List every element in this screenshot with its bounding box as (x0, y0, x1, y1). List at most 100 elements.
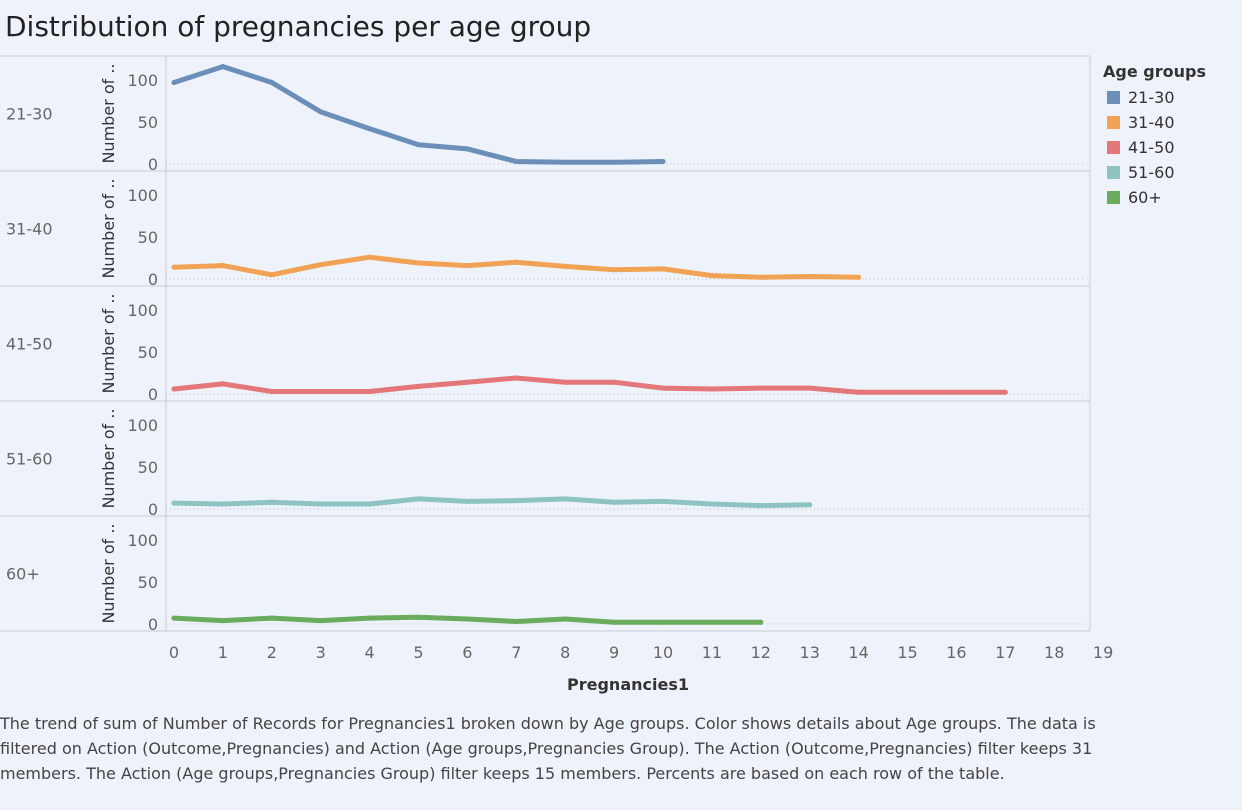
data-point[interactable] (464, 263, 470, 269)
data-point[interactable] (513, 158, 519, 164)
data-point[interactable] (611, 379, 617, 385)
data-point[interactable] (318, 262, 324, 268)
data-point[interactable] (562, 263, 568, 269)
legend-item-31-40[interactable]: 31-40 (1103, 110, 1206, 135)
y-tick-label: 0 (148, 615, 158, 634)
data-point[interactable] (269, 615, 275, 621)
data-point[interactable] (513, 498, 519, 504)
data-point[interactable] (660, 266, 666, 272)
x-tick-label: 0 (169, 643, 179, 662)
data-point[interactable] (562, 616, 568, 622)
data-point[interactable] (171, 264, 177, 270)
data-point[interactable] (269, 388, 275, 394)
legend-label: 60+ (1128, 188, 1162, 207)
data-point[interactable] (709, 501, 715, 507)
row-header: 31-40 (6, 220, 53, 239)
data-point[interactable] (562, 379, 568, 385)
data-point[interactable] (318, 618, 324, 624)
data-point[interactable] (318, 109, 324, 115)
data-point[interactable] (905, 389, 910, 395)
data-point[interactable] (611, 159, 617, 165)
data-point[interactable] (171, 615, 177, 621)
data-point[interactable] (660, 619, 666, 625)
y-tick-label: 100 (127, 71, 158, 90)
data-point[interactable] (758, 385, 764, 391)
data-point[interactable] (513, 375, 519, 381)
data-point[interactable] (220, 618, 226, 624)
x-tick-label: 3 (316, 643, 326, 662)
data-point[interactable] (464, 498, 470, 504)
data-point[interactable] (367, 388, 373, 394)
data-point[interactable] (807, 273, 813, 279)
data-point[interactable] (318, 501, 324, 507)
y-axis-label: Number of .. (99, 63, 118, 163)
data-point[interactable] (171, 500, 177, 506)
data-point[interactable] (220, 64, 226, 70)
data-point[interactable] (807, 502, 813, 508)
data-point[interactable] (807, 385, 813, 391)
x-tick-label: 8 (560, 643, 570, 662)
data-point[interactable] (660, 385, 666, 391)
data-point[interactable] (171, 80, 177, 86)
legend-item-51-60[interactable]: 51-60 (1103, 160, 1206, 185)
data-point[interactable] (367, 254, 373, 260)
data-point[interactable] (709, 273, 715, 279)
data-point[interactable] (709, 619, 715, 625)
data-point[interactable] (953, 389, 959, 395)
data-point[interactable] (416, 383, 421, 389)
x-tick-label: 1 (218, 643, 228, 662)
series-line-21-30[interactable] (171, 64, 666, 165)
data-point[interactable] (856, 389, 862, 395)
data-point[interactable] (269, 272, 275, 278)
legend-swatch (1107, 166, 1120, 179)
data-point[interactable] (416, 614, 421, 620)
y-tick-label: 0 (148, 500, 158, 519)
data-point[interactable] (220, 501, 226, 507)
x-tick-label: 10 (653, 643, 673, 662)
legend-item-41-50[interactable]: 41-50 (1103, 135, 1206, 160)
data-point[interactable] (367, 126, 373, 132)
data-point[interactable] (562, 496, 568, 502)
data-point[interactable] (220, 263, 226, 269)
data-point[interactable] (464, 616, 470, 622)
data-point[interactable] (220, 381, 226, 387)
data-point[interactable] (660, 158, 666, 164)
data-point[interactable] (416, 260, 421, 266)
data-point[interactable] (611, 619, 617, 625)
data-point[interactable] (464, 146, 470, 152)
data-point[interactable] (367, 615, 373, 621)
data-point[interactable] (856, 274, 862, 280)
data-point[interactable] (318, 388, 324, 394)
data-point[interactable] (562, 159, 568, 165)
data-point[interactable] (611, 499, 617, 505)
x-tick-label: 5 (413, 643, 423, 662)
data-point[interactable] (611, 267, 617, 273)
data-point[interactable] (709, 386, 715, 392)
x-tick-label: 6 (462, 643, 472, 662)
x-tick-label: 14 (848, 643, 868, 662)
data-point[interactable] (758, 619, 764, 625)
row-header: 21-30 (6, 105, 53, 124)
legend-item-21-30[interactable]: 21-30 (1103, 85, 1206, 110)
x-tick-label: 7 (511, 643, 521, 662)
data-point[interactable] (416, 496, 421, 502)
data-point[interactable] (269, 80, 275, 86)
series-line-41-50[interactable] (171, 375, 1008, 395)
data-point[interactable] (758, 503, 764, 509)
data-point[interactable] (367, 501, 373, 507)
data-point[interactable] (758, 274, 764, 280)
data-point[interactable] (269, 499, 275, 505)
legend-item-60+[interactable]: 60+ (1103, 185, 1206, 210)
data-point[interactable] (464, 379, 470, 385)
data-point[interactable] (513, 618, 519, 624)
data-point[interactable] (171, 386, 177, 392)
data-point[interactable] (1002, 389, 1008, 395)
series-line-51-60[interactable] (171, 496, 813, 509)
y-tick-label: 50 (138, 343, 158, 362)
data-point[interactable] (416, 142, 421, 148)
data-point[interactable] (513, 259, 519, 265)
legend-label: 21-30 (1128, 88, 1175, 107)
data-point[interactable] (660, 498, 666, 504)
y-axis-label: Number of .. (99, 178, 118, 278)
y-tick-label: 100 (127, 301, 158, 320)
